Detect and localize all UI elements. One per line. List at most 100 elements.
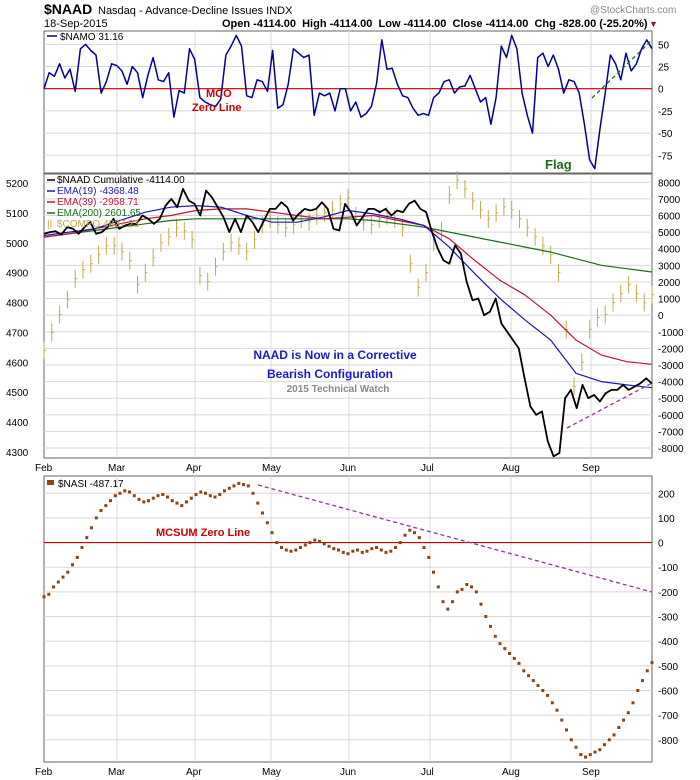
nasi-point bbox=[512, 656, 516, 660]
nasi-point bbox=[413, 531, 416, 535]
naad-y-tick-right: 8000 bbox=[658, 178, 681, 189]
namo-series-line bbox=[43, 34, 653, 170]
nasi-point bbox=[104, 504, 108, 508]
naad-y-tick-right: 5000 bbox=[658, 228, 681, 239]
naad-y-tick-right: 2000 bbox=[658, 278, 681, 289]
naad-cumulative-line bbox=[43, 187, 653, 458]
nasi-point bbox=[403, 533, 407, 537]
nasi-point bbox=[308, 541, 312, 545]
naad-y-tick-right: 1000 bbox=[658, 295, 681, 306]
nasi-month-label: Feb bbox=[35, 767, 53, 778]
nasi-y-tick: -800 bbox=[658, 736, 678, 747]
nasi-point bbox=[123, 489, 127, 493]
namo-y-tick: 0 bbox=[658, 85, 664, 96]
nasi-point bbox=[223, 489, 226, 493]
ohlc-readout: Open -4114.00 High -4114.00 Low -4114.00… bbox=[222, 18, 648, 30]
nasi-point bbox=[170, 499, 174, 503]
index-description: Nasdaq - Advance-Decline Issues INDX bbox=[98, 5, 293, 17]
naad-y-tick-left: 5100 bbox=[6, 209, 29, 220]
naad-y-tick-left: 4400 bbox=[6, 418, 29, 429]
naad-month-label: Sep bbox=[582, 463, 600, 474]
change-down-icon: ▼ bbox=[649, 19, 658, 29]
nasi-point bbox=[427, 555, 431, 559]
naad-month-label: Aug bbox=[502, 463, 520, 474]
nasi-point bbox=[531, 679, 535, 683]
nasi-point bbox=[432, 570, 435, 574]
naad-y-tick-right: -6000 bbox=[658, 411, 684, 422]
nasi-point bbox=[294, 548, 298, 552]
nasi-point bbox=[436, 585, 440, 589]
nasi-point bbox=[341, 550, 345, 554]
nasi-point bbox=[66, 570, 70, 574]
nasi-point bbox=[522, 669, 526, 673]
naad-y-tick-right: 0 bbox=[658, 311, 664, 322]
namo-y-tick: -25 bbox=[658, 107, 673, 118]
naad-annotation-line1: NAAD is Now in a Corrective bbox=[253, 348, 417, 362]
nasi-point bbox=[227, 486, 231, 490]
nasi-point bbox=[584, 755, 587, 759]
nasi-y-tick: -500 bbox=[658, 662, 678, 673]
namo-y-tick: -75 bbox=[658, 151, 673, 162]
naad-y-tick-right: 3000 bbox=[658, 261, 681, 272]
nasi-point bbox=[175, 501, 179, 505]
nasi-point bbox=[389, 549, 393, 553]
nasi-point bbox=[218, 493, 222, 496]
nasi-point bbox=[360, 550, 364, 554]
nasi-y-tick: -700 bbox=[658, 711, 678, 722]
namo-y-tick: 50 bbox=[658, 40, 670, 51]
naad-annotation-line2: Bearish Configuration bbox=[267, 367, 393, 381]
nasi-panel: 200 100 0 -100 -200 -300 -400 -500 -600 -700 -800 $… bbox=[35, 475, 678, 778]
nasi-point bbox=[527, 674, 530, 678]
ema39-line bbox=[43, 208, 653, 365]
nasi-point bbox=[313, 538, 317, 542]
nasi-point bbox=[626, 711, 630, 715]
nasi-point bbox=[493, 634, 497, 638]
naad-legend-label: EMA(39) -2958.71 bbox=[57, 197, 139, 208]
nasi-point bbox=[384, 550, 388, 554]
nasi-point bbox=[641, 679, 644, 683]
nasi-legend-label: $NASI -487.17 bbox=[58, 479, 124, 490]
naad-y-tick-left: 4900 bbox=[6, 269, 29, 280]
nasi-y-tick: 100 bbox=[658, 514, 675, 525]
namo-y-tick: -50 bbox=[658, 129, 673, 140]
nasi-point bbox=[550, 701, 554, 705]
nasi-point bbox=[503, 647, 507, 651]
nasi-point bbox=[208, 494, 212, 498]
nasi-point bbox=[593, 750, 597, 754]
nasi-point bbox=[303, 543, 307, 547]
nasi-point bbox=[446, 607, 450, 611]
nasi-point bbox=[280, 546, 283, 549]
flag-annotation: Flag bbox=[545, 157, 572, 172]
symbol-title: $NAAD bbox=[44, 1, 92, 17]
naad-y-tick-right: 4000 bbox=[658, 245, 681, 256]
nasi-point bbox=[237, 481, 241, 485]
nasi-point bbox=[109, 499, 112, 503]
nasi-point bbox=[441, 600, 445, 604]
nasi-point bbox=[607, 738, 611, 742]
nasi-point bbox=[498, 642, 502, 646]
nasi-month-label: Aug bbox=[502, 767, 520, 778]
naad-y-tick-right: -7000 bbox=[658, 427, 684, 438]
nasi-point bbox=[541, 689, 545, 692]
nasi-point bbox=[460, 587, 464, 591]
naad-y-tick-left: 4700 bbox=[6, 328, 29, 339]
naad-month-label: Apr bbox=[186, 463, 202, 474]
zero-line-annotation: Zero Line bbox=[192, 102, 242, 114]
nasi-point bbox=[455, 590, 459, 594]
nasi-point bbox=[417, 536, 421, 540]
nasi-point bbox=[408, 528, 412, 532]
naad-month-label: Jul bbox=[421, 463, 434, 474]
naad-legend-label: EMA(200) 2601.65 bbox=[57, 208, 141, 219]
nasi-point bbox=[242, 483, 245, 487]
nasi-point bbox=[569, 738, 573, 742]
nasi-point bbox=[332, 547, 336, 551]
nasi-point bbox=[128, 490, 131, 494]
mco-annotation: MCO bbox=[206, 88, 232, 100]
nasi-month-label: Mar bbox=[108, 767, 126, 778]
nasi-point bbox=[645, 669, 649, 673]
nasi-point bbox=[265, 521, 269, 525]
nasi-point bbox=[612, 733, 616, 737]
nasi-point bbox=[161, 493, 165, 496]
naad-y-tick-right: -3000 bbox=[658, 361, 684, 372]
